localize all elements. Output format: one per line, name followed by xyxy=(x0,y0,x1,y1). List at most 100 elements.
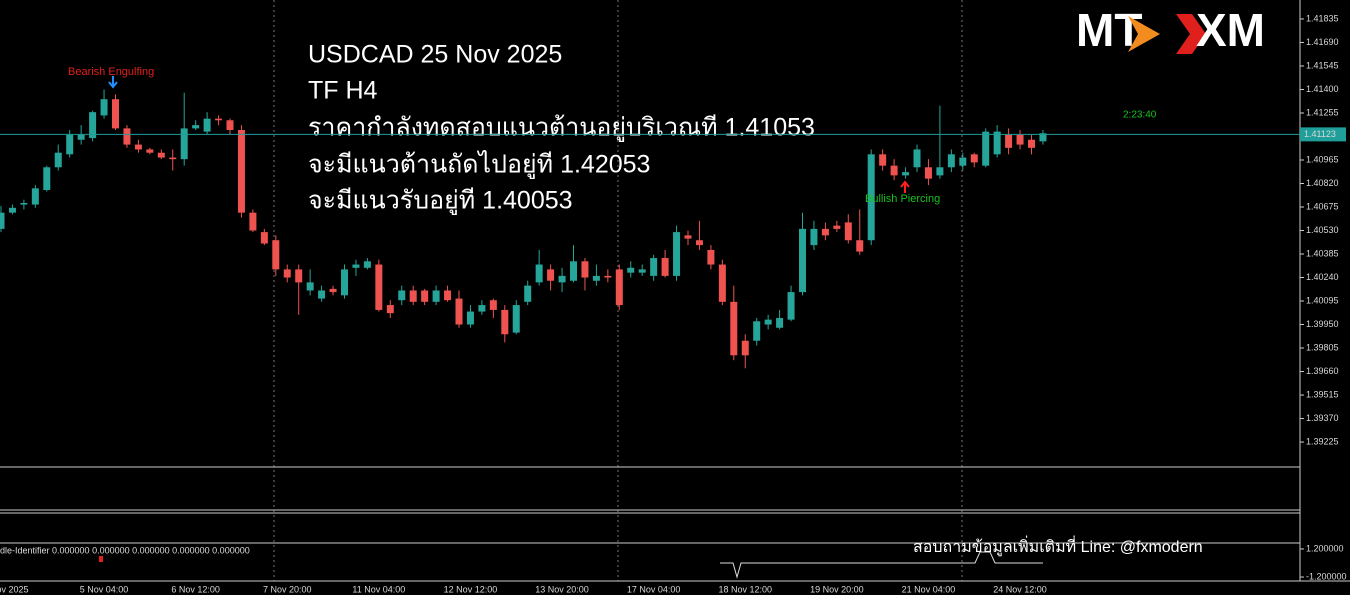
candle-body xyxy=(283,269,291,278)
y-tick-label: 1.40240 xyxy=(1306,272,1339,282)
y-tick-label: 1.200000 xyxy=(1306,543,1344,553)
candle-body xyxy=(924,167,932,179)
candle-body xyxy=(249,212,257,231)
candle-body xyxy=(558,275,566,283)
candle-body xyxy=(673,232,681,276)
y-tick-label: 1.41255 xyxy=(1306,107,1339,117)
candle-body xyxy=(604,275,612,278)
candle-body xyxy=(363,261,371,268)
candle-body xyxy=(8,207,16,213)
candle-body xyxy=(157,152,165,158)
candle-body xyxy=(684,235,692,239)
candle-body xyxy=(1005,134,1013,148)
candle-body xyxy=(535,264,543,283)
candle-body xyxy=(959,157,967,166)
y-tick-label: 1.40095 xyxy=(1306,295,1339,305)
candle-body xyxy=(512,305,520,333)
logo-arrow xyxy=(1128,16,1160,52)
candle-body xyxy=(524,285,532,302)
y-tick-label: 1.39660 xyxy=(1306,366,1339,376)
candle-body xyxy=(821,228,829,236)
candle-body xyxy=(31,188,39,205)
candle-body xyxy=(100,99,108,116)
x-tick-label: 11 Nov 04:00 xyxy=(352,584,405,594)
y-tick-label: -1.200000 xyxy=(1306,571,1347,581)
overlay-line: ราคากำลังทดสอบแนวต้านอยู่บริเวณที 1.4105… xyxy=(308,114,815,143)
candle-body xyxy=(421,290,429,302)
annotation: Bearish Engulfing xyxy=(68,66,154,78)
candle-body xyxy=(455,298,463,325)
candle-body xyxy=(478,305,486,312)
sub-panel xyxy=(0,466,1301,511)
candle-body xyxy=(352,264,360,268)
x-tick-label: 7 Nov 20:00 xyxy=(263,584,312,594)
candle-body xyxy=(913,149,921,168)
candle-body xyxy=(146,149,154,153)
y-tick-label: 1.41545 xyxy=(1306,60,1339,70)
candle-body xyxy=(638,269,646,273)
candle-body xyxy=(112,99,119,129)
candle-body xyxy=(295,269,303,283)
candle-body xyxy=(432,290,440,302)
x-tick-label: 13 Nov 20:00 xyxy=(535,584,589,594)
y-tick-label: 1.40965 xyxy=(1306,154,1339,164)
y-tick-label: 1.40675 xyxy=(1306,201,1339,211)
candle-body xyxy=(993,131,1001,155)
y-tick-label: 1.39805 xyxy=(1306,342,1339,352)
candle-body xyxy=(856,240,864,252)
logo-text: XM xyxy=(1196,4,1265,56)
candle-body xyxy=(947,154,955,168)
candle-body xyxy=(570,261,577,281)
candle-body xyxy=(867,154,875,241)
x-tick-label: 5 Nov 04:00 xyxy=(80,584,129,594)
candle-body xyxy=(1028,139,1035,148)
candle-body xyxy=(306,282,314,291)
candle-body xyxy=(375,264,383,310)
candle-body xyxy=(409,290,417,302)
candle-body xyxy=(169,157,177,160)
candle-body xyxy=(661,258,669,276)
candle-body xyxy=(20,202,28,205)
panels xyxy=(0,0,1350,582)
candle-body xyxy=(730,301,738,356)
candle-body xyxy=(741,340,749,356)
candle-body xyxy=(89,112,97,139)
candle-body xyxy=(776,318,784,328)
candle-body xyxy=(215,118,223,121)
candle-body xyxy=(902,172,910,176)
x-tick-label: 17 Nov 04:00 xyxy=(627,584,681,594)
x-tick-label: ov 2025 xyxy=(0,584,28,594)
candle-body xyxy=(203,118,211,132)
candle-body xyxy=(547,269,555,281)
candle-body xyxy=(707,249,715,265)
candle-body xyxy=(1039,133,1047,142)
countdown: 2:23:40 xyxy=(1123,110,1157,121)
candle-body xyxy=(66,134,74,155)
candle-body xyxy=(43,167,51,190)
y-tick-label: 1.41690 xyxy=(1306,37,1339,47)
candle-body xyxy=(237,130,245,213)
candle-body xyxy=(180,128,188,160)
candle-body xyxy=(77,134,85,140)
sub-panel xyxy=(0,512,1301,544)
candle-body xyxy=(718,264,726,302)
overlay-line: จะมีแนวรับอยู่ที 1.40053 xyxy=(308,187,573,216)
candle-body xyxy=(1016,134,1024,145)
candle-body xyxy=(489,300,497,310)
y-tick-label: 1.40530 xyxy=(1306,225,1339,235)
overlay-timeframe: TF H4 xyxy=(308,77,378,105)
overlay-title: USDCAD 25 Nov 2025 xyxy=(308,41,562,69)
candle-body xyxy=(466,311,474,325)
x-tick-label: 6 Nov 12:00 xyxy=(171,584,220,594)
candle-body xyxy=(226,120,234,131)
annotation-arrow xyxy=(108,76,118,89)
overlay-line: จะมีแนวต้านถัดไปอยู่ที 1.42053 xyxy=(308,150,650,180)
candle-body xyxy=(260,232,268,244)
candle-body xyxy=(398,290,406,301)
candle-body xyxy=(134,144,142,150)
indicator-label: dle-Identifier 0.000000 0.000000 0.00000… xyxy=(0,545,250,555)
candle-body xyxy=(329,288,337,293)
indicator-marker xyxy=(99,556,103,562)
indicator-line xyxy=(720,551,1043,579)
